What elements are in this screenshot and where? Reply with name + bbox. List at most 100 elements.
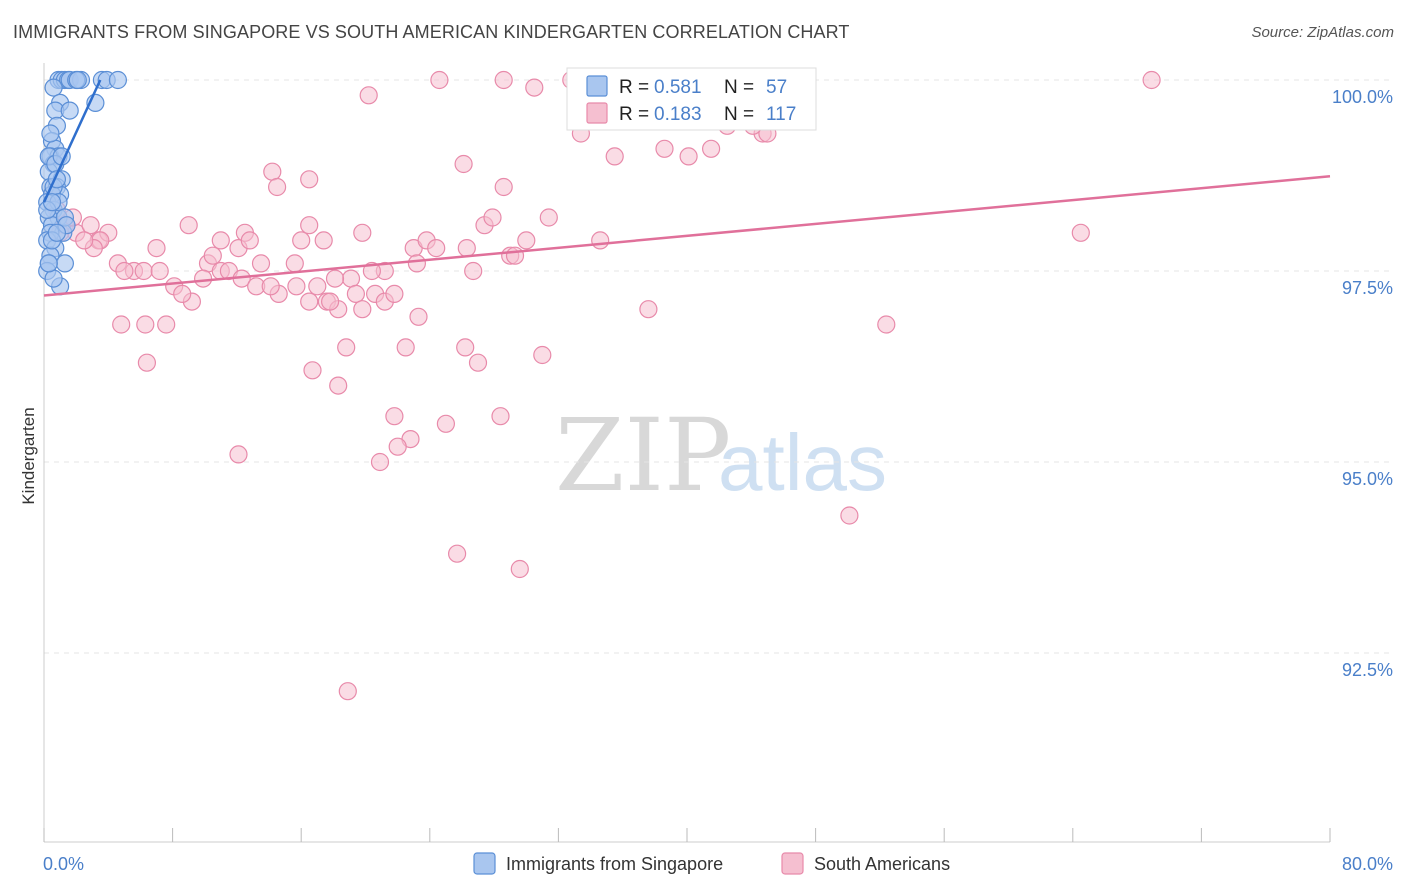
watermark-atlas: atlas: [718, 418, 887, 507]
y-tick-label-3: 100.0%: [1332, 87, 1393, 107]
y-tick-label-2: 97.5%: [1342, 278, 1393, 298]
trend-lines: [42, 79, 1331, 297]
south-americans-point-14: [268, 177, 287, 197]
stats-legend-r-label-pink: R =: [619, 104, 649, 125]
south-americans-point-31: [292, 231, 311, 250]
south-americans-point-95: [517, 231, 536, 250]
singapore-point-10: [44, 78, 63, 97]
south-americans-point-74: [456, 338, 475, 357]
south-americans-point-113: [321, 292, 340, 311]
south-americans-point-85: [388, 437, 407, 456]
x-tick-min: 0.0%: [43, 854, 84, 874]
south-americans-point-103: [251, 254, 271, 273]
south-americans-point-34: [353, 223, 372, 242]
south-americans-point-70: [157, 315, 176, 334]
south-americans-point-90: [338, 682, 357, 701]
stats-legend-r-value-blue: 0.581: [654, 77, 702, 98]
south-americans-point-38: [457, 239, 476, 258]
south-americans-point-11: [655, 139, 674, 158]
south-americans-point-0: [430, 70, 449, 90]
south-americans-point-104: [261, 277, 280, 296]
south-americans-point-96: [591, 231, 610, 250]
stats-legend-r-value-pink: 0.183: [654, 104, 702, 125]
gridlines: [44, 79, 1390, 654]
singapore-point-38: [55, 254, 75, 273]
south-americans-point-51: [150, 261, 169, 281]
south-americans-point-32: [300, 216, 319, 235]
south-americans-point-73: [409, 307, 428, 326]
south-americans-point-92: [494, 177, 513, 197]
south-americans-point-67: [173, 284, 192, 303]
south-americans-point-65: [346, 284, 365, 303]
south-americans-point-45: [341, 269, 361, 288]
singapore-point-55: [39, 254, 58, 273]
south-americans-point-64: [325, 269, 345, 288]
south-americans-point-75: [468, 353, 488, 372]
legend-label-singapore: Immigrants from Singapore: [506, 854, 723, 874]
south-americans-point-114: [203, 246, 222, 265]
singapore-point-53: [68, 70, 87, 90]
south-americans-point-98: [701, 139, 721, 158]
axes: [43, 63, 1331, 843]
south-americans-point-46: [407, 254, 426, 273]
south-americans-point-44: [362, 261, 381, 281]
south-americans-point-82: [370, 452, 390, 472]
south-americans-point-110: [75, 231, 94, 250]
singapore-point-13: [60, 101, 79, 120]
series-immigrants-from-singapore: [38, 70, 128, 296]
south-americans-point-24: [147, 239, 166, 258]
series-south-americans: [42, 70, 1161, 701]
south-americans-point-87: [448, 544, 467, 563]
south-americans-point-13: [263, 162, 282, 181]
south-americans-point-1: [494, 70, 513, 90]
south-americans-point-112: [115, 261, 134, 281]
singapore-point-50: [44, 269, 63, 288]
south-americans-point-93: [539, 208, 558, 227]
south-americans-point-94: [505, 246, 525, 265]
south-americans-point-69: [136, 315, 155, 334]
south-americans-point-3: [1142, 70, 1161, 90]
singapore-point-54: [47, 223, 67, 242]
y-tick-labels: 92.5% 95.0% 97.5% 100.0%: [1332, 87, 1393, 680]
legend-label-south-americans: South Americans: [814, 854, 950, 874]
south-americans-point-105: [308, 277, 327, 296]
south-americans-point-84: [491, 407, 510, 426]
south-americans-point-115: [337, 338, 356, 357]
south-americans-point-5: [359, 86, 378, 105]
south-americans-point-72: [396, 338, 415, 357]
south-americans-point-102: [240, 231, 259, 250]
stats-legend: R = 0.581 N = 57 R = 0.183 N = 117: [566, 67, 817, 131]
stats-legend-n-value-pink: 117: [766, 104, 796, 125]
south-americans-point-86: [229, 445, 248, 464]
south-americans-point-37: [427, 239, 446, 258]
south-americans-point-78: [877, 315, 896, 334]
y-tick-label-1: 95.0%: [1342, 469, 1393, 489]
south-americans-point-4: [525, 78, 544, 97]
south-americans-point-33: [314, 231, 333, 250]
south-americans-point-89: [840, 506, 859, 525]
south-americans-point-80: [385, 407, 404, 426]
south-americans-point-42: [464, 261, 483, 281]
south-americans-point-50: [134, 261, 153, 281]
x-tick-labels: 0.0% 80.0%: [43, 854, 1393, 874]
source-credit: Source: ZipAtlas.com: [1251, 24, 1394, 41]
south-americans-point-77: [639, 300, 658, 319]
south-americans-point-63: [385, 284, 404, 303]
stats-legend-n-label-pink: N =: [724, 104, 754, 125]
south-americans-point-12: [454, 154, 473, 174]
south-americans-point-29: [211, 231, 230, 250]
watermark: ZIP atlas: [555, 397, 887, 514]
south-americans-point-25: [179, 216, 198, 235]
south-americans-point-71: [303, 361, 322, 380]
stats-legend-n-value-blue: 57: [766, 77, 787, 98]
south-americans-point-83: [436, 414, 455, 433]
south-americans-point-79: [329, 376, 348, 395]
south-americans-point-76: [533, 345, 552, 365]
chart-title: IMMIGRANTS FROM SINGAPORE VS SOUTH AMERI…: [13, 22, 850, 42]
legend-swatch-singapore: [473, 852, 496, 875]
south-americans-point-19: [81, 216, 100, 235]
stats-legend-box: [566, 67, 817, 131]
south-americans-point-30: [285, 254, 304, 273]
x-tick-max: 80.0%: [1342, 854, 1393, 874]
singapore-point-52: [41, 124, 60, 143]
